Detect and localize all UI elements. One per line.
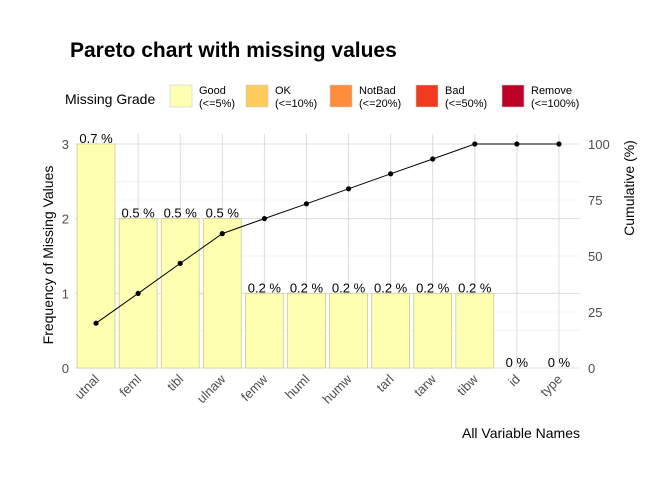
y2-tick-label: 100 [588,137,610,152]
y2-tick-label: 50 [588,249,602,264]
bar-utnal [76,143,116,369]
bar-tibl [160,218,200,369]
bar-label: 0 % [548,355,571,370]
x-tick-label: huml [282,371,313,402]
cumulative-polyline [95,143,559,324]
legend-item-remove: Remove(<=100%) [501,84,579,110]
legend-title: Missing Grade [65,91,155,107]
data-labels: 0.7 % 0.5 % 0.5 % 0.5 % 0.2 % 0.2 % 0.2 % 0.2 %… [79,131,570,370]
y-tick-label: 1 [62,286,69,301]
chart-title: Pareto chart with missing values [70,39,397,62]
legend-swatch [415,84,439,108]
y-tick-label: 3 [62,137,69,152]
bars [76,143,495,369]
bar-tibw [455,292,495,369]
cumulative-point [345,186,352,192]
grid [75,134,580,369]
x-tick-label: feml [116,371,144,399]
legend-swatch [329,84,353,108]
cumulative-line [93,141,562,326]
bar-label: 0.2 % [458,280,492,295]
legend-label: Remove [531,85,572,97]
bar-humw [329,292,368,369]
bar-femw [245,292,284,369]
y2-axis-title: Cumulative (%) [621,140,637,236]
x-tick-label: humw [320,371,356,407]
x-tick-label: tarl [373,371,396,394]
bar-label: 0.2 % [290,280,324,295]
bar-label: 0.5 % [122,206,156,221]
bar-huml [287,292,326,369]
bar-label: 0.2 % [374,280,408,295]
x-tick-label: tibl [164,371,186,393]
y-axis-title: Frequency of Missing Values [40,166,56,345]
bar-label: 0.5 % [164,206,198,221]
x-tick-label: femw [238,371,271,404]
legend-swatch [245,84,269,108]
bar-label: 0.7 % [79,131,113,146]
legend-range: (<=50%) [445,98,487,110]
legend-item-ok: OK(<=10%) [245,84,317,110]
x-tick-label: tarw [411,371,439,399]
legend-range: (<=5%) [199,98,235,110]
legend-item-good: Good(<=5%) [169,84,235,110]
legend-range: (<=20%) [359,98,401,110]
cumulative-point [93,320,99,326]
y-tick-label: 2 [62,212,69,227]
legend-range: (<=100%) [531,98,579,110]
bar-label: 0.2 % [332,280,366,295]
legend-label: NotBad [359,85,396,97]
cumulative-point [430,156,436,162]
x-tick-label: id [505,372,523,390]
cumulative-point [472,141,478,147]
bar-ulnaw [202,218,242,369]
legend-label: OK [275,85,292,97]
cumulative-point [219,231,225,237]
cumulative-point [514,141,520,147]
bar-label: 0 % [506,355,529,370]
y2-tick-label: 25 [588,305,602,320]
legend-item-notbad: NotBad(<=20%) [329,84,401,110]
x-tick-label: utnal [72,371,103,402]
legend-swatch [169,84,193,108]
legend-label: Good [199,85,226,97]
legend-swatch [501,84,525,108]
y2-tick-label: 75 [588,193,602,208]
cumulative-point [261,215,267,222]
legend-range: (<=10%) [275,98,317,110]
x-tick-label: ulnaw [194,371,229,406]
cumulative-point [135,290,141,297]
bar-label: 0.2 % [416,280,450,295]
legend-item-bad: Bad(<=50%) [415,84,487,110]
bar-label: 0.5 % [206,206,240,221]
legend-label: Bad [445,85,465,97]
x-tick-label: tibw [454,371,481,398]
cumulative-point [388,171,394,177]
bar-tarl [371,292,410,369]
y-tick-label: 0 [62,361,69,376]
x-tick-label: type [537,372,565,400]
x-axis-title: All Variable Names [462,425,580,441]
cumulative-point [556,141,562,147]
bar-tarw [413,292,453,369]
cumulative-point [303,201,310,207]
cumulative-point [177,260,183,266]
bar-label: 0.2 % [248,280,282,295]
y2-tick-label: 0 [588,361,595,376]
legend: Missing Grade Good(<=5%)OK(<=10%)NotBad(… [65,84,579,110]
